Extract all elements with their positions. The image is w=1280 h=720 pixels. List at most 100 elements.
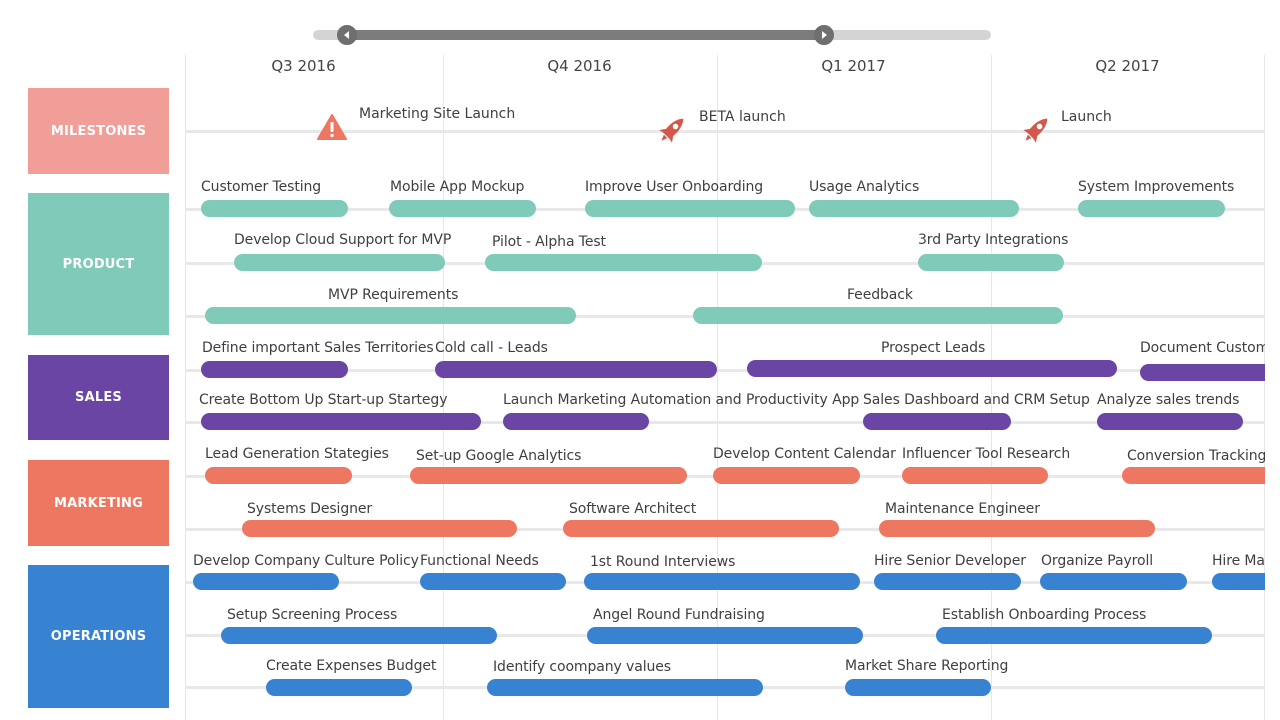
task-label[interactable]: Organize Payroll bbox=[1041, 553, 1154, 569]
task-bar[interactable] bbox=[584, 573, 860, 590]
task-bar[interactable] bbox=[845, 679, 991, 696]
group-sales[interactable]: SALES bbox=[28, 355, 169, 440]
group-product[interactable]: PRODUCT bbox=[28, 193, 169, 335]
task-label[interactable]: Market Share Reporting bbox=[845, 658, 1009, 674]
task-label[interactable]: Usage Analytics bbox=[809, 179, 920, 195]
task-label[interactable]: Angel Round Fundraising bbox=[593, 607, 765, 623]
group-label: MILESTONES bbox=[50, 123, 147, 139]
quarter-header-q3-2016: Q3 2016 bbox=[271, 57, 336, 75]
task-label[interactable]: Create Bottom Up Start-up Startegy bbox=[199, 392, 448, 408]
milestone-beta-launch[interactable]: BETA launch bbox=[699, 109, 786, 125]
task-bar[interactable] bbox=[587, 627, 863, 644]
task-label[interactable]: Document Custom bbox=[1140, 340, 1270, 356]
task-label[interactable]: Create Expenses Budget bbox=[266, 658, 437, 674]
grid-line bbox=[1264, 55, 1265, 720]
timeline-range-selection[interactable] bbox=[347, 30, 824, 40]
task-label[interactable]: Improve User Onboarding bbox=[585, 179, 764, 195]
task-label[interactable]: Setup Screening Process bbox=[227, 607, 398, 623]
task-label[interactable]: Influencer Tool Research bbox=[902, 446, 1071, 462]
task-label[interactable]: Set-up Google Analytics bbox=[416, 448, 582, 464]
task-bar[interactable] bbox=[487, 679, 763, 696]
range-start-handle[interactable] bbox=[337, 25, 357, 45]
task-bar[interactable] bbox=[563, 520, 839, 537]
task-bar[interactable] bbox=[485, 254, 762, 271]
task-bar[interactable] bbox=[809, 200, 1019, 217]
task-bar[interactable] bbox=[193, 573, 339, 590]
task-label[interactable]: Analyze sales trends bbox=[1097, 392, 1240, 408]
warning-icon[interactable] bbox=[316, 113, 348, 141]
group-marketing[interactable]: MARKETING bbox=[28, 460, 169, 546]
task-label[interactable]: Hire Senior Developer bbox=[874, 553, 1026, 569]
group-label: SALES bbox=[75, 390, 122, 405]
group-label: MARKETING bbox=[53, 495, 144, 511]
rocket-icon[interactable] bbox=[1018, 112, 1054, 148]
task-bar[interactable] bbox=[693, 307, 1063, 324]
task-bar[interactable] bbox=[1078, 200, 1225, 217]
task-bar[interactable] bbox=[747, 360, 1117, 377]
task-bar[interactable] bbox=[936, 627, 1212, 644]
task-bar[interactable] bbox=[410, 467, 687, 484]
milestone-launch[interactable]: Launch bbox=[1061, 109, 1112, 125]
task-label[interactable]: 1st Round Interviews bbox=[590, 554, 736, 570]
task-label[interactable]: Software Architect bbox=[569, 501, 697, 517]
task-label[interactable]: Conversion Tracking bbox=[1127, 448, 1267, 464]
task-label[interactable]: Prospect Leads bbox=[881, 340, 986, 356]
group-milestones[interactable]: MILESTONES bbox=[28, 88, 169, 174]
group-label: PRODUCT bbox=[62, 256, 135, 272]
task-bar[interactable] bbox=[242, 520, 517, 537]
task-label[interactable]: Define important Sales Territories bbox=[202, 340, 434, 356]
task-label[interactable]: Feedback bbox=[847, 287, 913, 303]
task-bar[interactable] bbox=[201, 413, 481, 430]
task-label[interactable]: 3rd Party Integrations bbox=[918, 232, 1069, 248]
task-label[interactable]: MVP Requirements bbox=[328, 287, 459, 303]
task-label[interactable]: Systems Designer bbox=[247, 501, 373, 517]
task-bar[interactable] bbox=[503, 413, 649, 430]
task-label[interactable]: System Improvements bbox=[1078, 179, 1235, 195]
task-bar[interactable] bbox=[201, 361, 348, 378]
task-bar[interactable] bbox=[1040, 573, 1187, 590]
task-label[interactable]: Mobile App Mockup bbox=[390, 179, 525, 195]
task-label[interactable]: Launch Marketing Automation and Producti… bbox=[503, 392, 860, 408]
task-label[interactable]: Functional Needs bbox=[420, 553, 539, 569]
task-bar[interactable] bbox=[1212, 573, 1280, 590]
task-bar[interactable] bbox=[420, 573, 566, 590]
task-bar[interactable] bbox=[585, 200, 795, 217]
task-bar[interactable] bbox=[205, 467, 352, 484]
task-label[interactable]: Cold call - Leads bbox=[435, 340, 548, 356]
range-end-handle[interactable] bbox=[814, 25, 834, 45]
task-label[interactable]: Identify coompany values bbox=[493, 659, 671, 675]
task-label[interactable]: Sales Dashboard and CRM Setup bbox=[863, 392, 1090, 408]
caret-right-icon bbox=[822, 31, 827, 39]
rocket-icon[interactable] bbox=[654, 112, 690, 148]
task-bar[interactable] bbox=[918, 254, 1064, 271]
task-bar[interactable] bbox=[205, 307, 576, 324]
task-bar[interactable] bbox=[266, 679, 412, 696]
task-label[interactable]: Establish Onboarding Process bbox=[942, 607, 1147, 623]
task-bar[interactable] bbox=[221, 627, 497, 644]
task-bar[interactable] bbox=[234, 254, 445, 271]
task-label[interactable]: Lead Generation Stategies bbox=[205, 446, 389, 462]
task-bar[interactable] bbox=[1140, 364, 1280, 381]
quarter-header-q1-2017: Q1 2017 bbox=[821, 57, 886, 75]
task-bar[interactable] bbox=[435, 361, 717, 378]
task-bar[interactable] bbox=[874, 573, 1021, 590]
task-bar[interactable] bbox=[902, 467, 1048, 484]
grid-line bbox=[991, 55, 992, 720]
task-bar[interactable] bbox=[1097, 413, 1243, 430]
task-label[interactable]: Customer Testing bbox=[201, 179, 322, 195]
grid-line bbox=[185, 55, 186, 720]
task-bar[interactable] bbox=[863, 413, 1011, 430]
task-bar[interactable] bbox=[389, 200, 536, 217]
task-label[interactable]: Develop Company Culture Policy bbox=[193, 553, 419, 569]
task-bar[interactable] bbox=[879, 520, 1155, 537]
task-label[interactable]: Develop Cloud Support for MVP bbox=[234, 232, 452, 248]
group-operations[interactable]: OPERATIONS bbox=[28, 565, 169, 708]
task-label[interactable]: Develop Content Calendar bbox=[713, 446, 896, 462]
task-bar[interactable] bbox=[713, 467, 860, 484]
task-bar[interactable] bbox=[1122, 467, 1280, 484]
task-bar[interactable] bbox=[201, 200, 348, 217]
task-label[interactable]: Hire Ma bbox=[1212, 553, 1265, 569]
task-label[interactable]: Maintenance Engineer bbox=[885, 501, 1040, 517]
milestone-marketing-site-launch[interactable]: Marketing Site Launch bbox=[359, 106, 516, 122]
task-label[interactable]: Pilot - Alpha Test bbox=[492, 234, 606, 250]
